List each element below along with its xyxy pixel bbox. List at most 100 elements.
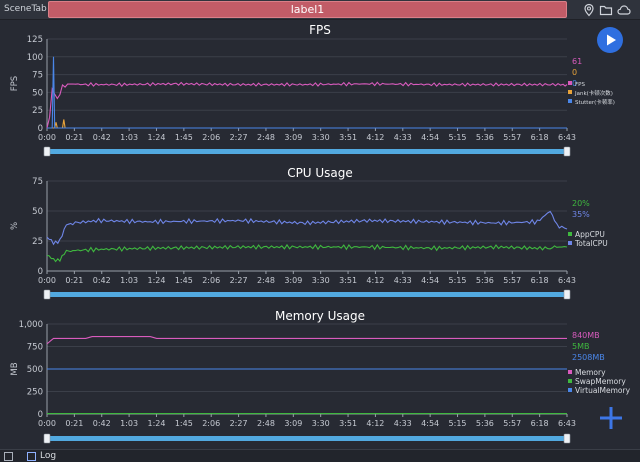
label-tab[interactable]: label1: [48, 1, 567, 18]
y-tick-label: 50: [32, 88, 43, 98]
time-scrollbar[interactable]: [47, 436, 567, 441]
x-tick-label: 3:09: [284, 133, 302, 142]
y-tick-label: 500: [27, 365, 43, 375]
legend-swatch: [568, 241, 572, 245]
cloud-icon[interactable]: [617, 3, 631, 17]
x-tick-label: 6:43: [558, 133, 576, 142]
chart-3: Memory Usage 0 250 500 750 1,000 MB 0:00 0:21 0:4…: [10, 309, 631, 444]
y-tick-label: 0: [38, 124, 43, 134]
y-axis-label: %: [10, 222, 20, 230]
current-value: 35%: [572, 210, 590, 219]
series-line-appcpu: [46, 243, 568, 263]
log-label: Log: [40, 451, 57, 461]
legend-entry: AppCPU: [575, 230, 605, 239]
x-tick-label: 0:21: [65, 419, 83, 428]
x-tick-label: 1:45: [175, 276, 193, 285]
x-tick-label: 0:42: [93, 133, 111, 142]
scrollbar-handle-right[interactable]: [563, 289, 571, 300]
legend-swatch: [568, 232, 572, 236]
charts-panel: FPS 0 25 50 75 100 125 FPS 0:00 0:21 0:42 1:03 1:24 1…: [0, 20, 640, 449]
x-tick-label: 0:00: [38, 419, 56, 428]
x-tick-label: 5:57: [503, 276, 521, 285]
x-tick-label: 6:18: [531, 419, 549, 428]
y-tick-label: 125: [27, 35, 43, 45]
series-line-memory: [46, 336, 567, 345]
chart-2: CPU Usage 0 25 50 75% 0:00 0:21 0:42 1:03 1:24 1:4…: [10, 166, 608, 300]
top-bar: SceneTab label1: [0, 0, 640, 20]
x-tick-label: 5:15: [449, 133, 467, 142]
scrollbar-handle-right[interactable]: [563, 146, 571, 157]
x-tick-label: 3:51: [339, 133, 357, 142]
legend-swatch: [568, 99, 572, 103]
y-tick-label: 100: [27, 53, 43, 63]
bottom-bar: Log: [0, 449, 640, 462]
y-tick-label: 25: [32, 237, 43, 247]
current-value: 2508MB: [572, 353, 605, 362]
x-tick-label: 0:00: [38, 133, 56, 142]
scrollbar-handle-left[interactable]: [43, 433, 51, 444]
x-tick-label: 3:30: [312, 419, 330, 428]
scrollbar-handle-right[interactable]: [563, 433, 571, 444]
time-scrollbar[interactable]: [47, 292, 567, 297]
add-icon[interactable]: [598, 405, 624, 431]
x-tick-label: 4:33: [394, 276, 412, 285]
x-tick-label: 0:42: [93, 276, 111, 285]
y-tick-label: 0: [38, 410, 43, 420]
x-tick-label: 3:30: [312, 133, 330, 142]
x-tick-label: 4:12: [366, 133, 384, 142]
x-tick-label: 0:21: [65, 133, 83, 142]
y-tick-label: 25: [32, 106, 43, 116]
x-tick-label: 1:24: [147, 276, 165, 285]
legend-swatch: [568, 90, 572, 94]
y-tick-label: 50: [32, 207, 43, 217]
log-checkbox[interactable]: [27, 452, 36, 461]
x-tick-label: 5:36: [476, 419, 494, 428]
y-tick-label: 75: [32, 177, 43, 187]
console-toggle-icon[interactable]: [4, 452, 13, 461]
legend-entry: Jank(卡顿次数): [574, 89, 613, 97]
current-value: 840MB: [572, 331, 600, 340]
x-tick-label: 1:24: [147, 133, 165, 142]
scene-tab[interactable]: SceneTab: [4, 4, 47, 14]
x-tick-label: 2:48: [257, 419, 275, 428]
legend-entry: Stutter(卡顿率): [575, 98, 615, 106]
x-tick-label: 5:15: [449, 419, 467, 428]
x-tick-label: 3:09: [284, 276, 302, 285]
series-line-fps: [46, 81, 568, 129]
x-tick-label: 4:33: [394, 419, 412, 428]
x-tick-label: 4:33: [394, 133, 412, 142]
legend-swatch: [568, 370, 572, 374]
x-tick-label: 2:06: [202, 133, 220, 142]
scrollbar-handle-left[interactable]: [43, 146, 51, 157]
x-tick-label: 6:18: [531, 276, 549, 285]
current-value: 20%: [572, 199, 590, 208]
series-line-jank: [47, 119, 567, 129]
folder-icon[interactable]: [599, 3, 613, 17]
play-button[interactable]: [597, 27, 623, 53]
x-tick-label: 2:27: [230, 133, 248, 142]
y-tick-label: 1,000: [19, 320, 43, 330]
x-tick-label: 5:36: [476, 133, 494, 142]
legend-entry: FPS: [575, 82, 585, 88]
series-line-stutter: [47, 56, 567, 129]
x-tick-label: 4:12: [366, 276, 384, 285]
current-value: 5MB: [572, 342, 589, 351]
x-tick-label: 3:09: [284, 419, 302, 428]
x-tick-label: 1:24: [147, 419, 165, 428]
x-tick-label: 4:54: [421, 133, 439, 142]
x-tick-label: 3:51: [339, 419, 357, 428]
chart-title: Memory Usage: [275, 309, 365, 323]
y-tick-label: 250: [27, 388, 43, 398]
x-tick-label: 1:45: [175, 419, 193, 428]
scrollbar-handle-left[interactable]: [43, 289, 51, 300]
x-tick-label: 1:03: [120, 133, 138, 142]
time-scrollbar[interactable]: [47, 149, 567, 154]
location-pin-icon[interactable]: [582, 3, 596, 17]
legend-entry: Memory: [575, 368, 606, 377]
x-tick-label: 4:54: [421, 276, 439, 285]
legend-swatch: [568, 379, 572, 383]
series-line-totalcpu: [46, 210, 568, 246]
y-tick-label: 75: [32, 71, 43, 81]
